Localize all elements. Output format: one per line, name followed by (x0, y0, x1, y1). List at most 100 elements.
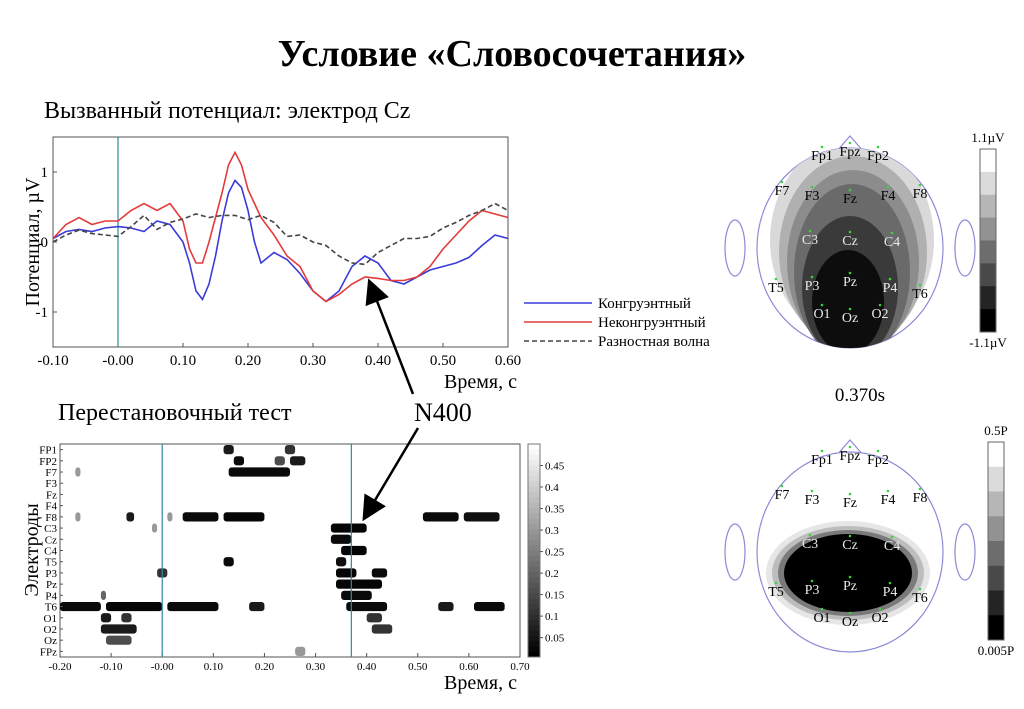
topomap-erp: Fp1 Fpz Fp2 F7 F3 Fz F4 F8 C3 Cz C4 T5 P3 Pz P4 T6 O1 Oz O… (724, 135, 976, 349)
electrode-label: O2 (871, 611, 888, 626)
electrode-dot (886, 185, 890, 189)
electrode-label: F3 (805, 493, 820, 508)
electrode-dot (774, 581, 778, 585)
electrode-dot (820, 607, 824, 611)
colorbar-band (988, 615, 1004, 641)
electrode-dot (780, 484, 784, 488)
electrode-label: Pz (843, 579, 857, 594)
colorbar-band (528, 475, 540, 482)
colorbar-band (988, 491, 1004, 517)
electrode-label: T5 (768, 585, 784, 600)
electrode-dot (848, 611, 852, 615)
colorbar-band (980, 286, 996, 310)
right-ear (954, 523, 976, 581)
heatmap-cell (100, 624, 137, 634)
heatmap-y-axis-label: Электроды (21, 503, 43, 596)
heatmap-cell (274, 456, 285, 466)
heatmap-cell (121, 613, 132, 623)
electrode-label: P4 (883, 585, 898, 600)
electrode-dot (890, 231, 894, 235)
electrode-dot (848, 445, 852, 449)
electrode-label: Fpz (840, 145, 861, 160)
colorbar-band (988, 466, 1004, 492)
heatmap-row-label: T5 (45, 557, 58, 569)
electrode-dot (876, 145, 880, 149)
electrode-dot (780, 180, 784, 184)
colorbar-tick-label: 0.45 (545, 461, 565, 473)
erp-y-tick-label: -1 (36, 305, 49, 321)
colorbar-band (528, 593, 540, 599)
heatmap-cell (295, 646, 306, 656)
heatmap-row-label: C3 (44, 523, 57, 535)
colorbar-band (528, 513, 540, 520)
heatmap-cell (182, 512, 219, 522)
heatmap-cell (438, 601, 454, 612)
erp-y-tick-label: 0 (41, 235, 49, 251)
heatmap-cell (371, 568, 388, 578)
heatmap-row-label: F8 (45, 512, 57, 524)
heatmap-cell (233, 456, 244, 466)
heatmap-row-label: Fz (46, 489, 57, 501)
colorbar-band (528, 603, 540, 610)
permutation-heatmap: FP1FP2F7F3FzF4F8C3CzC4T5P3PzP4T6O1O2OzFP… (21, 443, 530, 694)
colorbar-tick-label: 0.15 (545, 590, 565, 602)
colorbar-band (980, 240, 996, 264)
electrode-label: Cz (842, 234, 858, 249)
colorbar-band (528, 609, 540, 615)
electrode-label: F3 (805, 189, 820, 204)
electrode-label: Oz (842, 311, 858, 326)
heatmap-cell (341, 545, 367, 556)
colorbar-band (528, 646, 540, 653)
topomap-pvalue-colorbar: 0.5P 0.005P (978, 423, 1014, 658)
colorbar-tick-label: 0.2 (545, 568, 559, 580)
heatmap-cell (106, 601, 163, 612)
colorbar-band (528, 465, 540, 472)
heatmap-row-label: F4 (45, 501, 57, 513)
legend-label: Конгруэнтный (598, 296, 691, 312)
erp-y-tick-label: 1 (41, 165, 49, 181)
electrode-label: Fp2 (867, 149, 889, 164)
colorbar-band (528, 635, 540, 642)
heatmap-row-label: F3 (45, 478, 57, 490)
colorbar-band (980, 149, 996, 173)
colorbar-tick-label: 0.35 (545, 504, 565, 516)
erp-x-axis-label: Время, с (444, 371, 517, 393)
electrode-label: Fp1 (811, 149, 833, 164)
potential-contours (770, 148, 934, 348)
heatmap-row-label: F7 (45, 467, 57, 479)
heatmap-row-label: C4 (44, 546, 57, 558)
heatmap-cell (167, 601, 219, 612)
electrode-label: C4 (884, 235, 900, 250)
electrode-dot (848, 141, 852, 145)
pvalue-contours (766, 521, 930, 625)
heatmap-cell (228, 467, 290, 477)
heatmap-cell (474, 601, 505, 612)
slide-title: Условие «Словосочетания» (277, 33, 747, 75)
permutation-test-title: Перестановочный тест (58, 400, 292, 426)
electrode-dot (848, 492, 852, 496)
heatmap-cell (422, 512, 459, 522)
colorbar-band (528, 539, 540, 546)
colorbar-tick-label: 0.1 (545, 611, 559, 623)
heatmap-row-label: O1 (44, 613, 57, 625)
electrode-label: F4 (881, 493, 896, 508)
electrode-label: F8 (913, 491, 928, 506)
electrode-label: C3 (802, 537, 818, 552)
electrode-label: Fpz (840, 449, 861, 464)
colorbar-band (528, 619, 540, 626)
colorbar-tick-label: 0.05 (545, 633, 565, 645)
heatmap-cell (284, 445, 296, 455)
heatmap-row-label: Oz (44, 635, 57, 647)
erp-series-line (52, 202, 509, 266)
colorbar-band (528, 470, 540, 477)
heatmap-x-axis-label: Время, с (444, 672, 517, 694)
heatmap-cell (463, 512, 500, 522)
colorbar-band (528, 571, 540, 578)
topomap-erp-colorbar: 1.1µV -1.1µV (969, 130, 1007, 350)
heatmap-cell (126, 512, 135, 522)
electrode-label: T6 (912, 591, 928, 606)
erp-chart: -0.10 -0.00 0.10 0.20 0.30 0.40 0.50 0.60 1 0 -1 П… (22, 136, 521, 393)
colorbar-band (528, 566, 540, 573)
electrode-dot (848, 534, 852, 538)
